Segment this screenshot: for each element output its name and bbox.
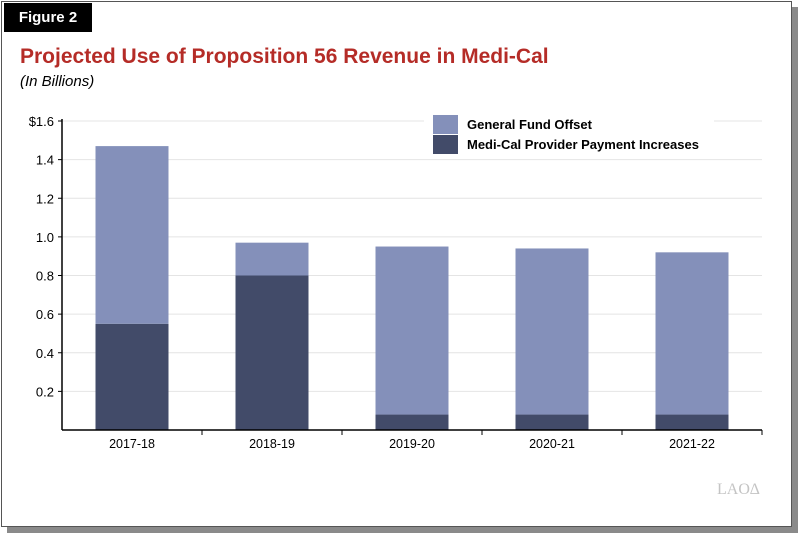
bar-general-fund-offset <box>375 246 449 415</box>
lao-logo: LAO∆ <box>717 481 760 498</box>
bar-general-fund-offset <box>655 252 729 415</box>
chart-subtitle: (In Billions) <box>20 73 95 90</box>
legend-label: Medi-Cal Provider Payment Increases <box>467 137 699 152</box>
y-tick-label: 0.8 <box>36 269 54 284</box>
bar-medi-cal-provider-payment-increases <box>375 414 449 430</box>
x-tick-label: 2018-19 <box>249 437 295 451</box>
y-tick-label: 1.2 <box>36 191 54 206</box>
legend-box <box>424 110 714 158</box>
y-tick-label: 1.4 <box>36 153 54 168</box>
x-tick-label: 2021-22 <box>669 437 715 451</box>
y-tick-label: 1.0 <box>36 230 54 245</box>
legend-swatch <box>433 135 458 154</box>
figure-label: Figure 2 <box>4 3 92 32</box>
y-tick-label: $1.6 <box>29 114 54 129</box>
bar-medi-cal-provider-payment-increases <box>235 275 309 430</box>
bar-general-fund-offset <box>235 242 309 276</box>
x-tick-label: 2020-21 <box>529 437 575 451</box>
bar-general-fund-offset <box>95 146 169 324</box>
y-tick-label: 0.4 <box>36 346 54 361</box>
legend-label: General Fund Offset <box>467 117 593 132</box>
bar-medi-cal-provider-payment-increases <box>655 414 729 430</box>
x-tick-label: 2019-20 <box>389 437 435 451</box>
legend-swatch <box>433 115 458 134</box>
bar-medi-cal-provider-payment-increases <box>515 414 589 430</box>
y-tick-label: 0.2 <box>36 384 54 399</box>
chart-title: Projected Use of Proposition 56 Revenue … <box>20 45 549 68</box>
bar-general-fund-offset <box>515 248 589 415</box>
bar-medi-cal-provider-payment-increases <box>95 323 169 430</box>
x-tick-label: 2017-18 <box>109 437 155 451</box>
y-tick-label: 0.6 <box>36 307 54 322</box>
